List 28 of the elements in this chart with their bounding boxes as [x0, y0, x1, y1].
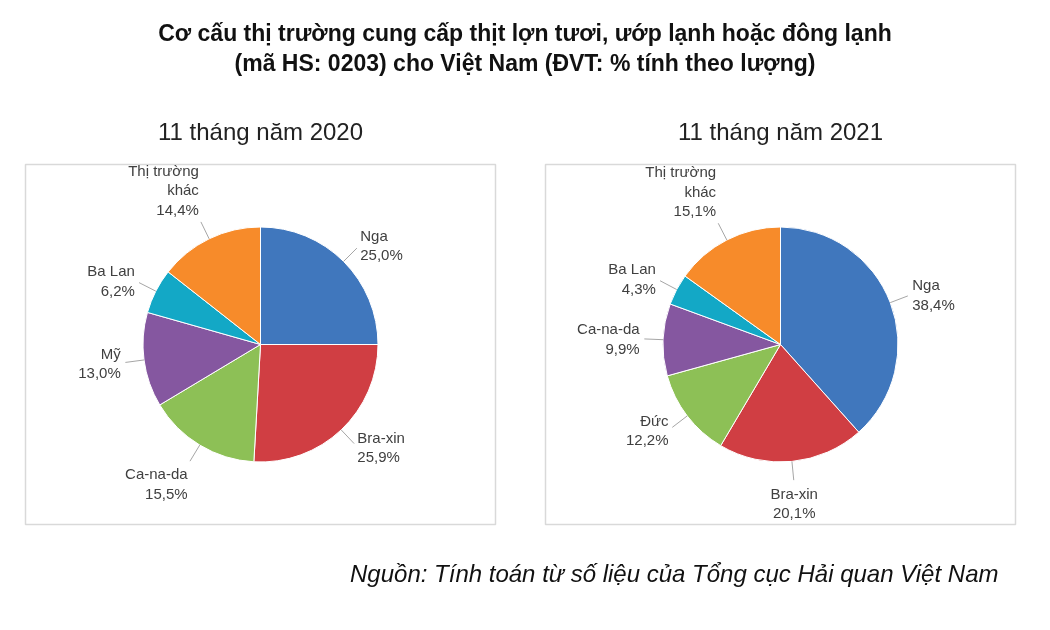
data-label: 25,0%: [360, 246, 403, 264]
text: Nguồn: Tính toán từ số liệu của Tổng cục Hải quan Việt Nam: [350, 559, 999, 589]
slice-label: Ca-na-da: [577, 320, 641, 338]
slice-label: Đức: [640, 411, 670, 429]
slice-label: Bra-xin: [770, 484, 818, 502]
slice-label: Ca-na-da: [125, 465, 189, 483]
data-label: 25,9%: [357, 448, 400, 466]
data-label: 6,2%: [100, 281, 135, 299]
slice-label: Bra-xin: [357, 428, 405, 446]
data-label: 12,2%: [626, 431, 669, 449]
slice-label: Nga: [360, 226, 389, 244]
slice-label: Ba Lan: [87, 262, 135, 280]
data-label: 9,9%: [605, 340, 640, 358]
text: Cơ cấu thị trường cung cấp thịt lợn tươi, ướp lạnh hoặc đông lạnh (mã HS: 0203) cho Việt Nam (ĐVT: % tính theo lượng): [157, 19, 893, 78]
data-label: 20,1%: [772, 504, 816, 522]
slice-label: Nga: [912, 275, 941, 293]
slice-label: Thị trường khác: [128, 161, 200, 199]
slice-label: Ba Lan: [608, 260, 656, 278]
data-label: 13,0%: [78, 364, 121, 382]
data-label: 4,3%: [621, 279, 656, 297]
data-label: 15,1%: [673, 202, 717, 220]
chart-subtitle: 11 tháng năm 2020: [157, 117, 364, 145]
data-label: 14,4%: [156, 200, 199, 218]
chart-subtitle: 11 tháng năm 2021: [677, 117, 884, 145]
slice-label: Thị trường khác: [645, 162, 717, 200]
data-label: 38,4%: [912, 295, 955, 313]
data-label: 15,5%: [145, 484, 188, 502]
slice-label: Mỹ: [100, 344, 122, 362]
